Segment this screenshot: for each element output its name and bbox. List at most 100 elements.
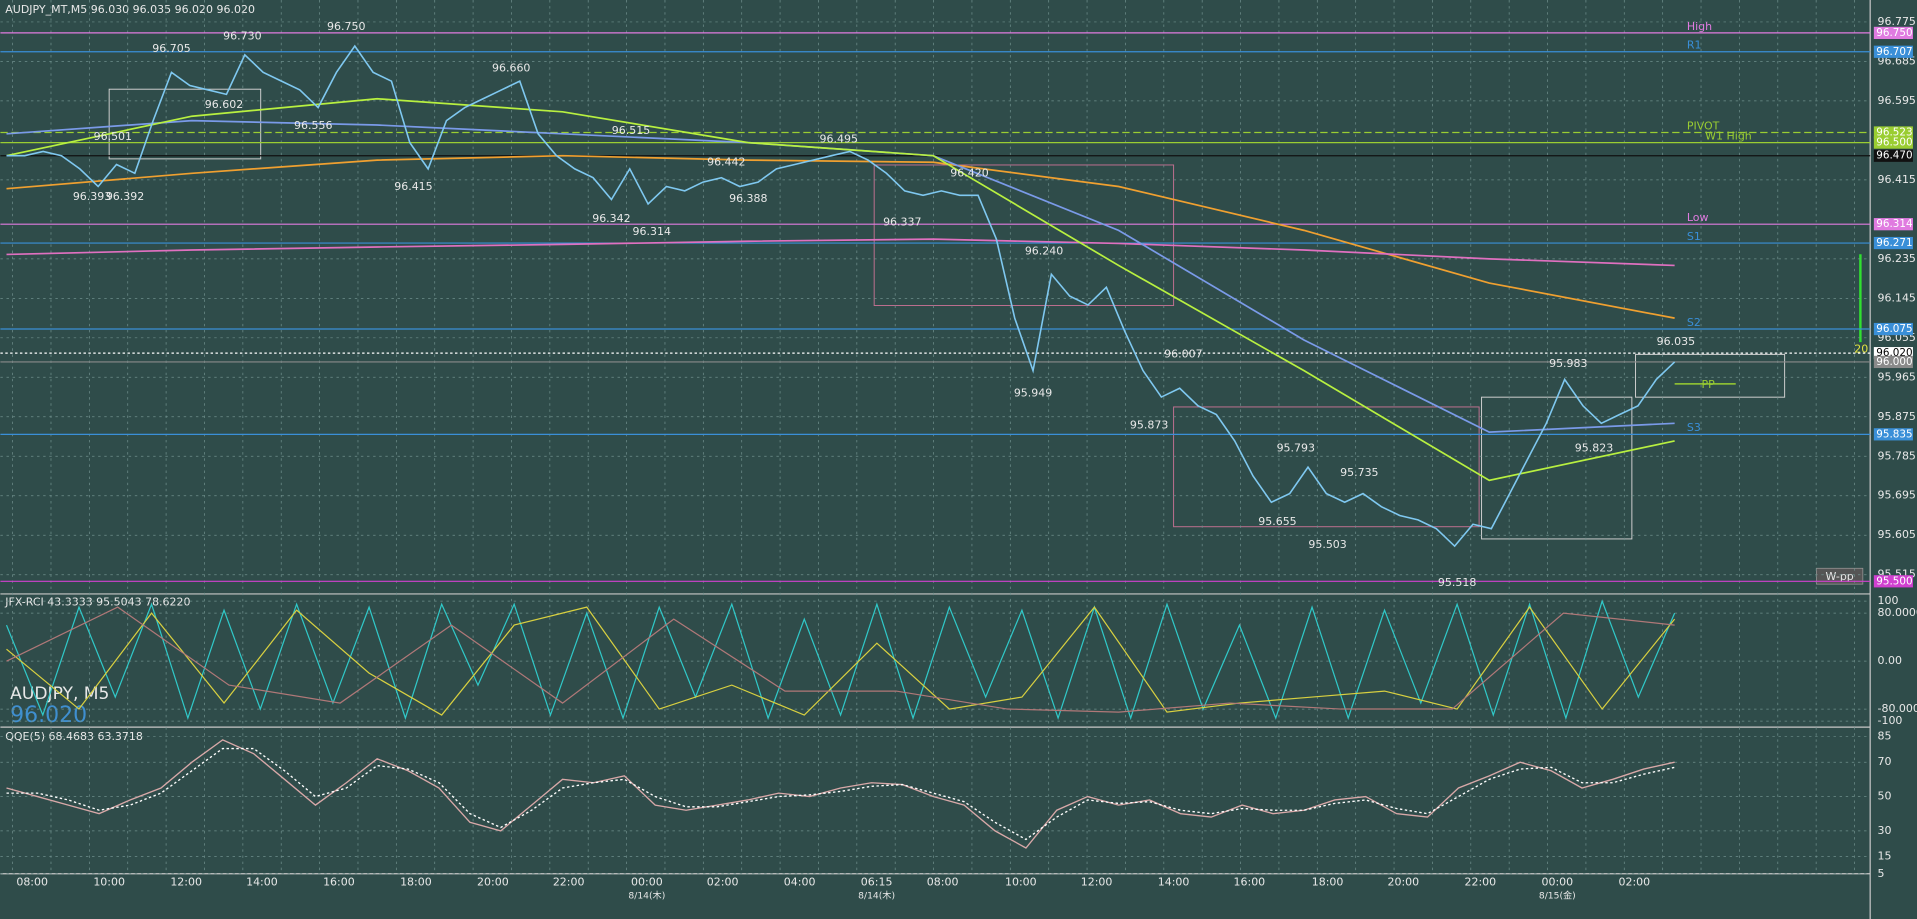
price-annotation: 96.393 bbox=[73, 190, 111, 203]
series-line bbox=[6, 238, 1675, 267]
price-label: 96.314 bbox=[1876, 218, 1913, 230]
series-line bbox=[6, 747, 1675, 841]
series-line bbox=[6, 739, 1675, 849]
y-tick-label: 95.875 bbox=[1878, 410, 1916, 423]
price-label: 96.271 bbox=[1876, 237, 1912, 249]
series-line bbox=[6, 606, 1675, 713]
price-label-box bbox=[1873, 149, 1913, 162]
date-label: 8/15(金) bbox=[1539, 889, 1576, 901]
level-name: PIVOT bbox=[1687, 119, 1720, 132]
price-label: 96.000 bbox=[1876, 356, 1912, 368]
level-name: S3 bbox=[1687, 421, 1701, 434]
time-label: 00:00 bbox=[1541, 875, 1573, 888]
y-tick-label: 50 bbox=[1878, 790, 1892, 803]
y-tick-label: 96.775 bbox=[1878, 15, 1916, 28]
series-line bbox=[6, 44, 1676, 548]
price-annotation: 96.501 bbox=[94, 130, 132, 143]
time-label: 08:00 bbox=[16, 875, 48, 888]
price-label-box bbox=[1873, 218, 1913, 231]
time-label: 10:00 bbox=[1005, 875, 1037, 888]
time-label: 04:00 bbox=[784, 875, 816, 888]
y-tick-label: 85 bbox=[1878, 729, 1892, 742]
price-annotation: 96.342 bbox=[592, 212, 630, 225]
price-annotation: 95.793 bbox=[1277, 442, 1315, 455]
y-tick-label: -100 bbox=[1878, 714, 1903, 727]
level-name: S2 bbox=[1687, 316, 1701, 329]
price-label: 96.750 bbox=[1876, 27, 1912, 39]
price-annotation: 95.518 bbox=[1438, 576, 1476, 589]
price-annotation: 96.705 bbox=[152, 42, 190, 55]
price-annotation: 96.602 bbox=[205, 98, 243, 111]
y-tick-label: 96.595 bbox=[1878, 94, 1916, 107]
time-label: 10:00 bbox=[93, 875, 125, 888]
series-line bbox=[6, 154, 1675, 319]
price-annotation: 95.949 bbox=[1014, 387, 1052, 400]
time-label: 02:00 bbox=[1618, 875, 1650, 888]
price-label-box bbox=[1873, 575, 1913, 588]
price-annotation: 96.556 bbox=[294, 119, 332, 132]
range-box bbox=[1173, 406, 1480, 528]
time-label: 18:00 bbox=[1312, 875, 1344, 888]
y-tick-label: 96.415 bbox=[1878, 173, 1916, 186]
price-label: 95.500 bbox=[1876, 575, 1912, 587]
time-label: 22:00 bbox=[1464, 875, 1496, 888]
price-label-box bbox=[1873, 45, 1913, 58]
price-annotation: 96.495 bbox=[820, 132, 858, 145]
time-label: 16:00 bbox=[323, 875, 355, 888]
time-label: 08:00 bbox=[927, 875, 959, 888]
level-name: S1 bbox=[1687, 230, 1701, 243]
price-label-box bbox=[1873, 126, 1913, 139]
time-label: 00:00 bbox=[631, 875, 663, 888]
series-line bbox=[6, 606, 1676, 716]
price-label-box bbox=[1873, 428, 1913, 441]
time-label: 12:00 bbox=[170, 875, 202, 888]
price-annotation: 96.035 bbox=[1657, 335, 1695, 348]
level-name: W1 High bbox=[1705, 129, 1752, 142]
y-tick-label: 96.235 bbox=[1878, 252, 1916, 265]
y-tick-label: 5 bbox=[1878, 867, 1885, 880]
price-annotation: 95.735 bbox=[1340, 466, 1378, 479]
rci-header: JFX-RCI 43.3333 95.5043 78.6220 bbox=[4, 595, 190, 608]
y-tick-label: 0.00 bbox=[1878, 654, 1902, 667]
y-tick-label: 95.965 bbox=[1878, 370, 1916, 383]
side-value: 20 bbox=[1854, 343, 1868, 356]
price-label: 96.075 bbox=[1876, 323, 1912, 335]
price-annotation: 95.983 bbox=[1549, 357, 1587, 370]
time-label: 06:15 bbox=[861, 875, 893, 888]
y-tick-label: 95.605 bbox=[1878, 528, 1916, 541]
price-annotation: 96.420 bbox=[950, 167, 988, 180]
price-label: 96.470 bbox=[1876, 150, 1912, 162]
time-label: 20:00 bbox=[477, 875, 509, 888]
date-label: 8/14(木) bbox=[858, 889, 895, 901]
y-tick-label: 100 bbox=[1878, 594, 1899, 607]
price-annotation: 96.660 bbox=[492, 61, 530, 74]
y-tick-label: 96.145 bbox=[1878, 291, 1916, 304]
y-tick-label: 95.695 bbox=[1878, 489, 1916, 502]
y-tick-label: 30 bbox=[1878, 824, 1892, 837]
date-label: 8/14(木) bbox=[628, 889, 665, 901]
series-line bbox=[5, 599, 1676, 721]
time-label: 22:00 bbox=[553, 875, 585, 888]
time-label: 12:00 bbox=[1081, 875, 1113, 888]
series-line bbox=[6, 97, 1675, 482]
time-label: 14:00 bbox=[246, 875, 278, 888]
price-annotation: 96.392 bbox=[106, 190, 144, 203]
time-label: 20:00 bbox=[1388, 875, 1420, 888]
price-label: 96.707 bbox=[1876, 46, 1912, 58]
price-label: 96.523 bbox=[1876, 126, 1912, 138]
price-label-box bbox=[1873, 26, 1913, 40]
price-annotation: 96.730 bbox=[223, 30, 261, 43]
price-annotation: 95.503 bbox=[1308, 538, 1346, 551]
pp-name: PP bbox=[1702, 378, 1716, 391]
wpp-label: W-pp bbox=[1825, 570, 1853, 583]
price-label-box bbox=[1873, 322, 1913, 336]
price-annotation: 96.415 bbox=[394, 180, 432, 193]
price-annotation: 96.337 bbox=[883, 215, 921, 228]
price-annotation: 96.007 bbox=[1164, 347, 1202, 360]
time-label: 16:00 bbox=[1234, 875, 1266, 888]
price-annotation: 96.240 bbox=[1025, 245, 1063, 258]
price-annotation: 95.823 bbox=[1575, 442, 1613, 455]
